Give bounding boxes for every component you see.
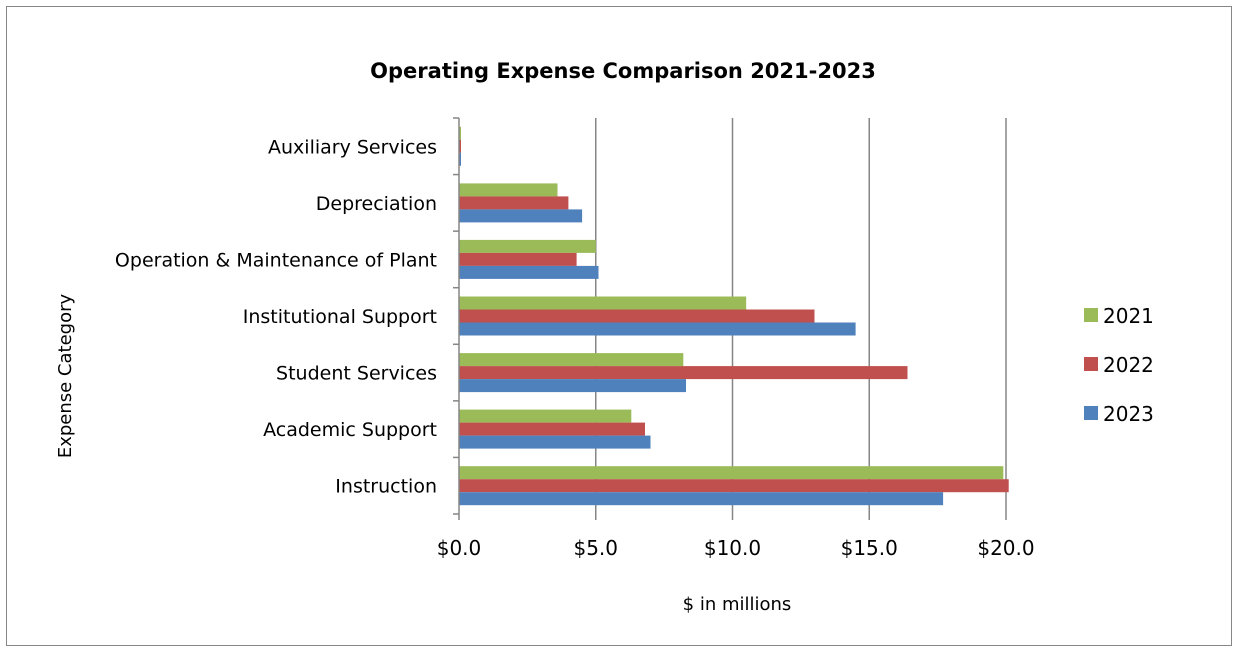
bar-2022 <box>459 479 1009 493</box>
bar-2021 <box>459 296 747 310</box>
x-tick-label: $0.0 <box>437 536 482 560</box>
legend-swatch <box>1084 357 1098 371</box>
legend-swatch <box>1084 406 1098 420</box>
y-axis-title: Expense Category <box>55 293 76 458</box>
category-label: Student Services <box>276 363 437 385</box>
bar-2023 <box>459 379 686 393</box>
category-labels: Instruction Academic Support Student Servi… <box>115 136 437 497</box>
x-tick-label: $15.0 <box>841 536 898 560</box>
bar-2021 <box>459 353 684 367</box>
category-label: Academic Support <box>263 419 437 441</box>
category-label: Operation & Maintenance of Plant <box>115 249 437 271</box>
legend-item: 2021 <box>1084 304 1154 328</box>
legend-label: 2021 <box>1103 304 1154 328</box>
bar-2022 <box>459 309 815 323</box>
x-tick-label: $5.0 <box>573 536 618 560</box>
legend-item: 2022 <box>1084 353 1154 377</box>
bar-2021 <box>459 409 632 423</box>
x-tick-labels: $0.0 $5.0 $10.0 $15.0 $20.0 <box>437 536 1035 560</box>
category-label: Instruction <box>335 476 437 498</box>
bar-2023 <box>459 209 583 223</box>
bar-2023 <box>459 152 461 166</box>
bar-2022 <box>459 196 569 210</box>
axes <box>453 117 1007 520</box>
bar-2022 <box>459 366 908 380</box>
category-label: Institutional Support <box>243 306 437 328</box>
bar-2022 <box>459 252 577 266</box>
legend-swatch <box>1084 308 1098 322</box>
bar-2023 <box>459 492 944 506</box>
bar-2023 <box>459 265 599 279</box>
category-label: Auxiliary Services <box>268 136 437 158</box>
bar-2022 <box>459 422 645 436</box>
bar-2021 <box>459 183 558 197</box>
x-tick-label: $20.0 <box>977 536 1034 560</box>
legend: 2021 2022 2023 <box>1084 304 1154 426</box>
chart-title: Operating Expense Comparison 2021-2023 <box>370 59 876 83</box>
bar-2021 <box>459 239 596 253</box>
bar-2023 <box>459 322 856 336</box>
bar-2022 <box>459 139 461 153</box>
legend-label: 2023 <box>1103 402 1154 426</box>
legend-item: 2023 <box>1084 402 1154 426</box>
bar-2021 <box>459 466 1004 480</box>
legend-label: 2022 <box>1103 353 1154 377</box>
bars <box>459 126 1009 506</box>
x-axis-title: $ in millions <box>683 594 792 615</box>
x-tick-label: $10.0 <box>704 536 761 560</box>
bar-2021 <box>459 126 461 140</box>
category-label: Depreciation <box>316 193 437 215</box>
bar-2023 <box>459 435 651 449</box>
